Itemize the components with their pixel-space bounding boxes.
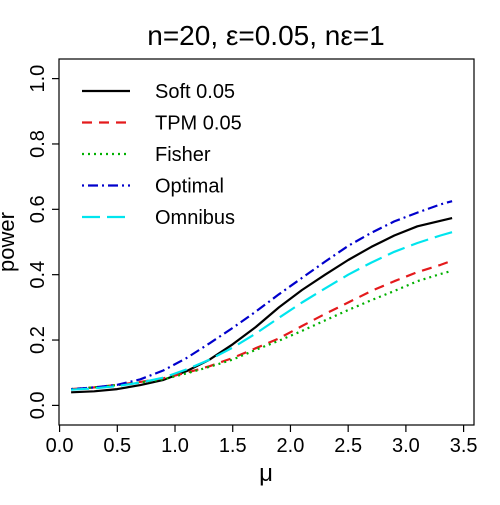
x-tick-label: 2.0 [277, 435, 305, 457]
plot-frame [58, 58, 475, 426]
chart-title: n=20, ε=0.05, nε=1 [147, 20, 385, 51]
x-tick-label: 1.0 [161, 435, 189, 457]
x-tick-label: 0.0 [46, 435, 74, 457]
x-tick-label: 2.5 [334, 435, 362, 457]
y-tick-label: 1.0 [27, 65, 49, 93]
legend-label: Optimal [155, 176, 224, 198]
y-tick-label: 0.8 [27, 130, 49, 158]
legend-label: Soft 0.05 [155, 81, 235, 103]
y-tick-label: 0.2 [27, 326, 49, 354]
x-tick-label: 3.5 [450, 435, 478, 457]
x-tick-label: 3.0 [392, 435, 420, 457]
series-line-tpm-0-05 [71, 259, 453, 391]
x-axis-label: μ [259, 460, 273, 487]
legend-label: Fisher [155, 144, 211, 166]
y-axis: 0.0 0.2 0.4 0.6 0.8 1.0 [27, 65, 59, 419]
series-line-optimal [71, 200, 453, 391]
x-axis: 0.0 0.5 1.0 1.5 2.0 2.5 3.0 3.5 [46, 425, 478, 457]
legend: Soft 0.05 TPM 0.05 Fisher Optimal Omnibus [82, 81, 242, 229]
legend-label: TPM 0.05 [155, 113, 242, 135]
y-tick-label: 0.0 [27, 391, 49, 419]
y-axis-label: power [0, 212, 19, 272]
series-line-soft-0-05 [71, 217, 453, 394]
series-layer [71, 200, 453, 394]
legend-label: Omnibus [155, 207, 235, 229]
x-tick-label: 1.5 [219, 435, 247, 457]
y-tick-label: 0.6 [27, 195, 49, 223]
series-line-omnibus [71, 231, 453, 391]
x-tick-label: 0.5 [103, 435, 131, 457]
y-tick-label: 0.4 [27, 261, 49, 289]
